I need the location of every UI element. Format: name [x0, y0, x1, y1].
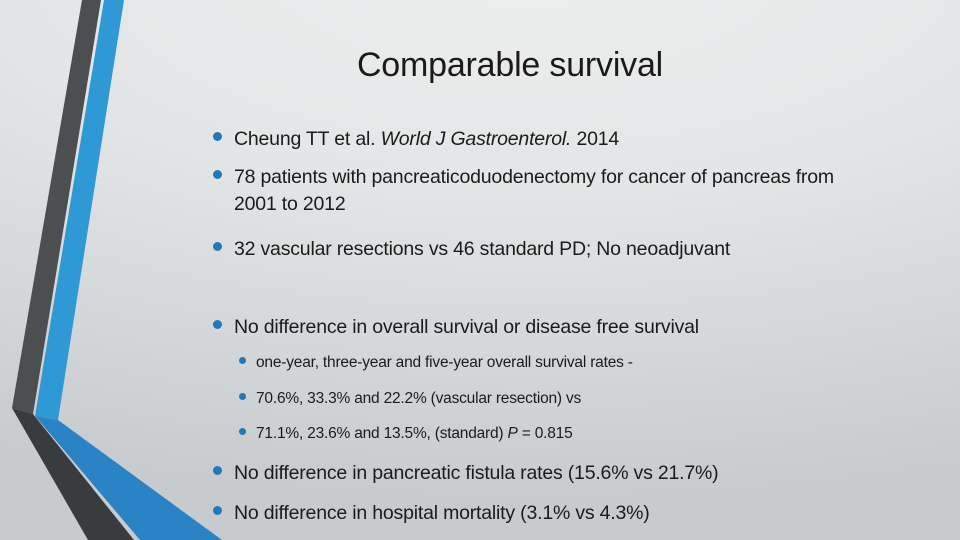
sub-bullet-item-standard: 71.1%, 23.6% and 13.5%, (standard) P = 0…: [239, 423, 573, 444]
sub-bullet-item-vascular: 70.6%, 33.3% and 22.2% (vascular resecti…: [239, 388, 581, 409]
sub-bullet-icon: [239, 393, 246, 400]
bullet-text: 78 patients with pancreaticoduodenectomy…: [234, 164, 834, 218]
sub-bullet-text: 70.6%, 33.3% and 22.2% (vascular resecti…: [256, 390, 582, 407]
slide-title: Comparable survival: [356, 46, 664, 84]
bullet-text-line1: 78 patients with pancreaticoduodenectomy…: [234, 166, 834, 188]
bullet-text: No difference in pancreatic fistula rate…: [234, 462, 719, 484]
bullet-icon: [213, 242, 222, 251]
bullet-text: Cheung TT et al. World J Gastroenterol. …: [234, 126, 619, 153]
sub-bullet-text: 71.1%, 23.6% and 13.5%, (standard) P = 0…: [256, 423, 573, 444]
citation-year: 2014: [571, 128, 620, 150]
p-value-italic: P: [507, 425, 518, 442]
ribbon-blue-lower-stripe: [35, 416, 222, 540]
bullet-item-mortality: No difference in hospital mortality (3.1…: [213, 500, 650, 527]
bullet-icon: [213, 466, 222, 475]
sub-bullet-text: one-year, three-year and five-year overa…: [256, 354, 633, 371]
sub-bullet-icon: [239, 357, 246, 364]
sub-bullet-values: 71.1%, 23.6% and 13.5%, (standard): [256, 425, 508, 442]
bullet-item-fistula: No difference in pancreatic fistula rate…: [213, 460, 719, 487]
bullet-text: No difference in hospital mortality (3.1…: [234, 502, 650, 524]
citation-authors: Cheung TT et al.: [234, 128, 381, 150]
ribbon-blue-upper-stripe: [35, 0, 124, 420]
ribbon-gray-lower-stripe: [12, 408, 134, 540]
bullet-text-line2: 2001 to 2012: [234, 193, 346, 215]
bullet-icon: [213, 320, 222, 329]
sub-bullet-icon: [239, 428, 246, 435]
sub-bullet-item-rates: one-year, three-year and five-year overa…: [239, 352, 633, 373]
ribbon-gray-upper-stripe: [12, 0, 101, 414]
bullet-item-citation: Cheung TT et al. World J Gastroenterol. …: [213, 126, 619, 153]
bullet-icon: [213, 170, 222, 179]
bullet-icon: [213, 506, 222, 515]
bullet-item-survival: No difference in overall survival or dis…: [213, 314, 699, 341]
bullet-icon: [213, 132, 222, 141]
p-value-number: = 0.815: [517, 425, 573, 442]
bullet-item-patients: 78 patients with pancreaticoduodenectomy…: [213, 164, 834, 218]
bullet-text: 32 vascular resections vs 46 standard PD…: [234, 238, 731, 260]
bullet-item-resections: 32 vascular resections vs 46 standard PD…: [213, 236, 730, 263]
bullet-text: No difference in overall survival or dis…: [234, 316, 699, 338]
citation-journal-italic: World J Gastroenterol.: [380, 128, 572, 150]
